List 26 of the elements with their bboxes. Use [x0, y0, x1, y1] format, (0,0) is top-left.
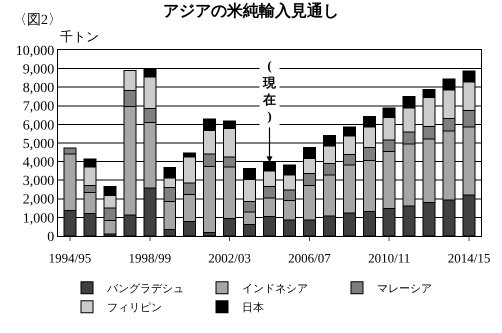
legend-label: バングラデシュ	[106, 282, 184, 295]
y-tick-label: 6,000	[22, 118, 54, 134]
y-axis-title: 千トン	[60, 29, 99, 44]
y-tick-label: 9,000	[22, 62, 54, 78]
legend-label: 日本	[242, 300, 264, 314]
text: 〈図2〉	[13, 12, 62, 28]
chart-title: アジアの米純輸入見通し	[163, 2, 339, 20]
x-tick-label: 1998/99	[128, 250, 172, 266]
y-tick-label: 10,000	[16, 44, 54, 59]
y-tick-label: 1,000	[22, 211, 54, 226]
y-tick-label: 8,000	[22, 81, 54, 96]
y-tick-label: 2,000	[22, 192, 54, 208]
x-tick-label: 2002/03	[208, 250, 251, 266]
x-tick-label: 1994/95	[48, 250, 92, 266]
x-tick-label: 2006/07	[288, 250, 332, 266]
y-tick-label: 5,000	[22, 136, 54, 152]
y-tick-label: 0	[47, 230, 54, 245]
x-tick-label: 2010/11	[368, 250, 410, 266]
legend-label: マレーシア	[377, 282, 432, 295]
annotation: (現在)	[262, 58, 277, 124]
x-tick-label: 2014/15	[448, 250, 490, 266]
legend-label: インドネシア	[242, 282, 308, 295]
y-tick-label: 4,000	[22, 156, 54, 170]
legend-label: フィリピン	[107, 302, 162, 314]
y-tick-label: 3,000	[22, 174, 54, 190]
y-tick-label: 7,000	[22, 100, 54, 115]
